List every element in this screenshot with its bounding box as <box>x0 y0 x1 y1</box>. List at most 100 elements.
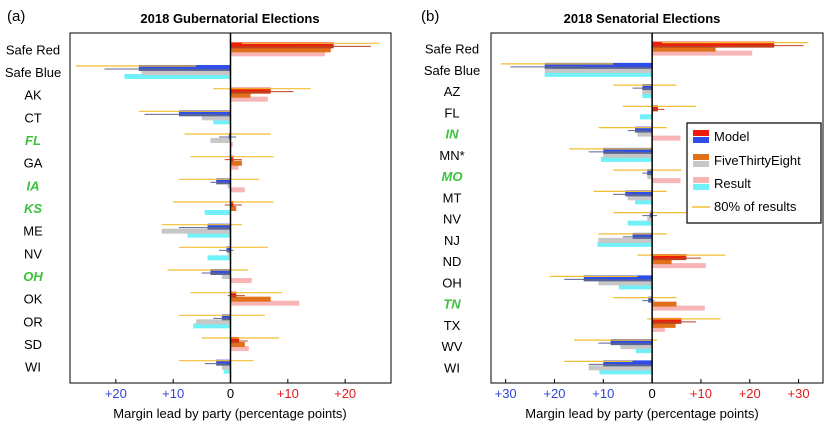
model-bar-ct <box>178 110 231 116</box>
model-bar-mt <box>625 190 653 196</box>
row-ok <box>190 291 300 306</box>
result-bar-tx <box>652 326 665 332</box>
model-bar-mn <box>603 147 653 153</box>
fte-bar-wv <box>620 344 653 350</box>
model-bar-mo <box>647 169 653 175</box>
tick-label-blue-10: +10 <box>592 386 614 401</box>
model-bar-shade-nd <box>652 258 687 261</box>
result-bar-ak <box>230 96 268 102</box>
model-bar-shade-ia <box>216 182 231 185</box>
row-label-safe-blue: Safe Blue <box>5 65 61 80</box>
result-bar-safe-red <box>652 50 753 56</box>
model-bar-shade-wi <box>603 364 653 367</box>
fte-bar-mo <box>647 174 653 180</box>
result-bar-ct <box>213 119 231 125</box>
fte-bar-safe-red <box>230 47 331 53</box>
result-bar-nv <box>627 220 653 226</box>
fte-bar-safe-blue <box>141 70 231 75</box>
row-label-safe-blue: Safe Blue <box>424 63 480 78</box>
result-bar-fl <box>639 114 653 120</box>
panel-b-title: 2018 Senatorial Elections <box>564 11 721 26</box>
model-bar-shade-nv <box>649 215 653 218</box>
legend-fte-label: FiveThirtyEight <box>714 153 801 168</box>
row-ks <box>173 201 274 215</box>
row-label-tn: TN <box>443 297 461 312</box>
legend-result-label: Result <box>714 176 751 191</box>
panel-a-ticks: +20 +10 0 +10 +20 <box>105 379 356 401</box>
model-bar-shade-safe-red <box>230 46 334 49</box>
row-label-ok: OK <box>24 292 43 307</box>
row-mn <box>569 147 653 162</box>
row-label-fl: FL <box>444 105 459 120</box>
row-wv <box>574 339 657 354</box>
result-bar-nv <box>207 255 231 261</box>
tick-label-blue-20: +20 <box>105 386 127 401</box>
model-bar-sd <box>230 337 240 342</box>
fte-bar-tx <box>652 322 676 328</box>
row-ct <box>138 110 231 125</box>
tick-label-red-30: +30 <box>788 386 810 401</box>
row-me <box>161 223 242 238</box>
model-bar-shade-ak <box>230 91 271 94</box>
result-bar-wi <box>599 369 653 375</box>
legend-model-swatch-blue <box>693 137 709 143</box>
model-bar-fl <box>652 105 658 111</box>
legend: Model FiveThirtyEight Result 80% of resu… <box>686 122 822 224</box>
fte-bar-ks <box>230 206 237 211</box>
row-label-mn: MN* <box>439 148 464 163</box>
row-label-fl: FL <box>25 133 41 148</box>
model-bar-ok <box>230 291 237 297</box>
row-label-safe-red: Safe Red <box>6 42 60 57</box>
fte-bar-nj <box>598 237 653 243</box>
model-bar-shade-fl <box>228 137 231 139</box>
model-bar-shade-ct <box>178 114 231 117</box>
row-oh <box>549 275 653 290</box>
model-bar-shade-nj <box>632 236 653 239</box>
row-az <box>613 84 677 99</box>
row-label-nv: NV <box>443 212 461 227</box>
model-bar-shade-tx <box>652 321 682 324</box>
row-fl <box>622 105 697 120</box>
fte-bar-oh <box>221 274 231 279</box>
row-nj <box>597 232 667 247</box>
fte-bar-fl <box>210 138 231 143</box>
model-bar-safe-red <box>230 42 334 48</box>
fte-bar-safe-red <box>652 46 716 52</box>
result-bar-wi <box>223 368 231 374</box>
tick-label-neutral-0: 0 <box>227 386 234 401</box>
model-bar-nj <box>632 232 653 238</box>
fte-bar-az <box>642 89 653 95</box>
model-bar-ak <box>230 87 271 93</box>
result-bar-oh <box>618 284 653 290</box>
fte-bar-in <box>637 131 653 137</box>
model-bar-or <box>221 314 231 320</box>
row-label-ks: KS <box>24 201 42 216</box>
row-nv <box>613 211 687 226</box>
tick-label-blue-30: +30 <box>495 386 517 401</box>
result-bar-or <box>193 323 231 329</box>
row-label-oh: OH <box>23 269 43 284</box>
row-ak <box>213 87 311 102</box>
legend-fte-swatch-red <box>693 154 709 160</box>
model-bar-shade-safe-blue <box>544 66 653 69</box>
row-label-me: ME <box>23 224 43 239</box>
panel-b-xlabel: Margin lead by party (percentage points) <box>525 406 758 421</box>
result-bar-safe-blue <box>124 74 231 79</box>
result-bar-wv <box>636 348 653 354</box>
row-mo <box>613 169 682 184</box>
model-bar-shade-mt <box>625 194 653 197</box>
row-wi <box>564 360 653 375</box>
fte-bar-nv <box>647 216 653 222</box>
model-bar-shade-or <box>221 318 231 321</box>
model-bar-fl <box>228 133 231 138</box>
result-bar-fl <box>230 142 233 147</box>
panel-a-label: (a) <box>7 8 25 25</box>
row-fl <box>184 133 271 147</box>
model-bar-shade-tn <box>648 300 653 303</box>
model-bar-shade-in <box>635 130 653 133</box>
fte-bar-mn <box>603 152 653 158</box>
model-bar-shade-ok <box>230 295 237 298</box>
result-bar-sd <box>230 346 249 351</box>
fte-bar-nv <box>227 251 231 257</box>
row-wi <box>178 359 254 374</box>
